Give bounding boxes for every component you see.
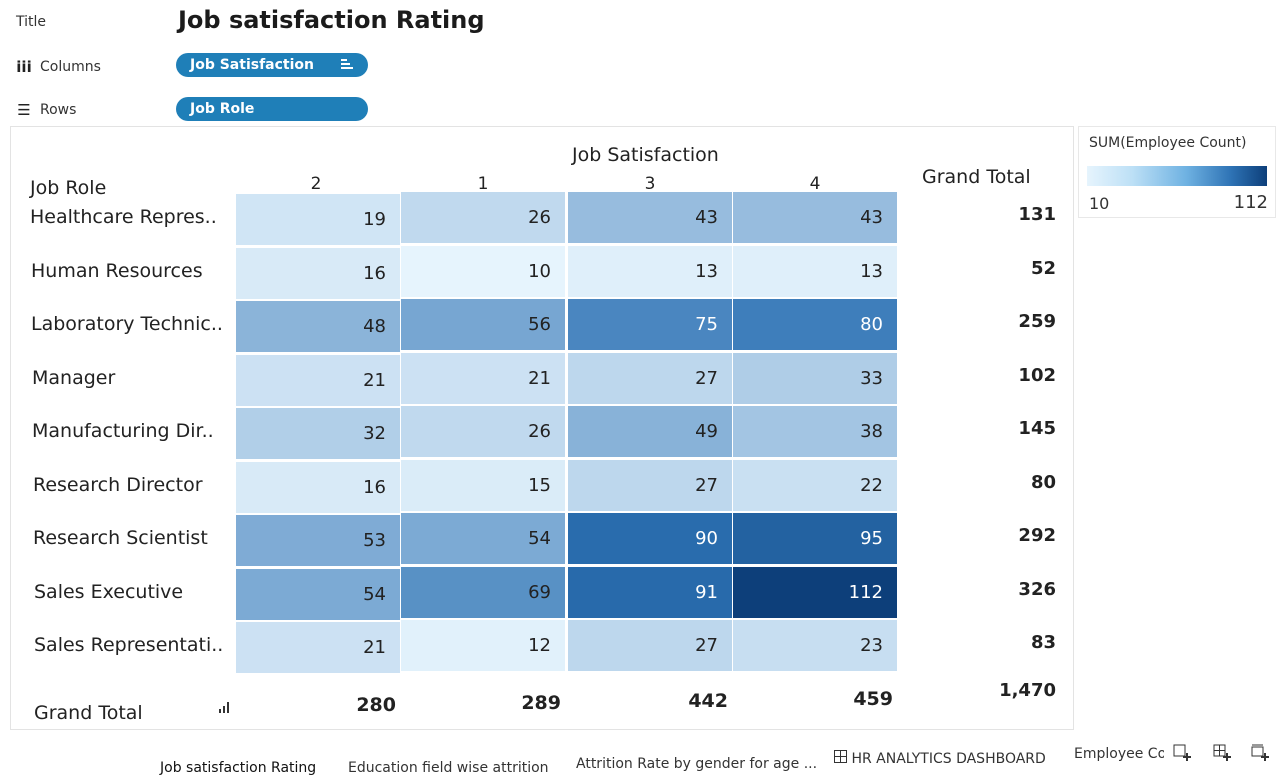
column-header-col-3[interactable]: 3 bbox=[644, 174, 656, 194]
row-header-title[interactable]: Job Role bbox=[30, 177, 107, 199]
heatmap-cell[interactable]: 75 bbox=[568, 299, 732, 350]
row-label[interactable]: Human Resources bbox=[31, 259, 203, 282]
row-label[interactable]: Manufacturing Dir.. bbox=[32, 420, 214, 442]
tab-hr-analytics-dashboard[interactable]: HR ANALYTICS DASHBOARD bbox=[834, 750, 1046, 767]
heatmap-cell[interactable]: 27 bbox=[568, 620, 732, 671]
heatmap-cell[interactable]: 16 bbox=[236, 461, 400, 513]
heatmap-cell[interactable]: 22 bbox=[733, 459, 897, 511]
heatmap-cell[interactable]: 69 bbox=[401, 566, 565, 618]
heatmap-cell[interactable]: 13 bbox=[733, 245, 897, 297]
heatmap-cell[interactable]: 54 bbox=[401, 513, 565, 564]
heatmap-cell[interactable]: 26 bbox=[401, 406, 565, 457]
heatmap-cell[interactable]: 43 bbox=[568, 192, 732, 243]
column-header-col-2[interactable]: 2 bbox=[310, 174, 322, 194]
heatmap-cell[interactable]: 21 bbox=[236, 622, 400, 673]
column-header-col-4[interactable]: 4 bbox=[809, 174, 821, 194]
heatmap-cell[interactable]: 27 bbox=[568, 459, 732, 511]
heatmap-cell[interactable]: 12 bbox=[401, 620, 565, 671]
column-grand-total: 289 bbox=[521, 692, 561, 714]
tab-job-satisfaction-rating[interactable]: Job satisfaction Rating bbox=[160, 760, 317, 776]
heatmap-cell[interactable]: 33 bbox=[733, 352, 897, 404]
heatmap-cell[interactable]: 19 bbox=[236, 194, 400, 245]
row-grand-total: 292 bbox=[1018, 525, 1056, 546]
new-story-icon[interactable] bbox=[1250, 742, 1270, 767]
grand-total-column-header: Grand Total bbox=[922, 166, 1031, 188]
sort-icon[interactable] bbox=[338, 56, 354, 76]
columns-pill[interactable]: Job Satisfaction bbox=[176, 53, 368, 77]
legend-title: SUM(Employee Count) bbox=[1089, 135, 1247, 151]
legend-gradient-bar bbox=[1087, 166, 1267, 186]
row-grand-total: 102 bbox=[1018, 364, 1056, 386]
heatmap-cell[interactable]: 27 bbox=[568, 352, 732, 404]
rows-pill[interactable]: Job Role bbox=[176, 97, 368, 121]
heatmap-cell[interactable]: 21 bbox=[401, 352, 565, 404]
row-grand-total: 80 bbox=[1030, 471, 1056, 493]
heatmap-cell[interactable]: 95 bbox=[733, 513, 897, 564]
new-worksheet-icon[interactable] bbox=[1172, 742, 1192, 767]
rows-shelf-label: ☰ Rows bbox=[17, 101, 77, 119]
heatmap-cell[interactable]: 43 bbox=[733, 192, 897, 243]
grand-total-row-label: Grand Total bbox=[34, 702, 143, 724]
grand-total-value: 1,470 bbox=[999, 680, 1056, 701]
heatmap-cell[interactable]: 49 bbox=[568, 406, 732, 457]
title-shelf-label: Title bbox=[16, 14, 47, 30]
heatmap-cell[interactable]: 48 bbox=[236, 301, 400, 352]
rows-icon: ☰ bbox=[17, 101, 31, 119]
sheet-title[interactable]: Job satisfaction Rating bbox=[178, 6, 485, 34]
heatmap-cell[interactable]: 16 bbox=[236, 247, 400, 299]
dashboard-icon bbox=[834, 750, 851, 767]
heatmap-cell[interactable]: 112 bbox=[733, 566, 897, 618]
tab-employee-count[interactable]: Employee Co bbox=[1074, 746, 1164, 762]
row-label[interactable]: Sales Executive bbox=[34, 580, 184, 603]
heatmap-cell[interactable]: 10 bbox=[401, 245, 565, 297]
new-dashboard-icon[interactable] bbox=[1212, 742, 1232, 767]
heatmap-cell[interactable]: 26 bbox=[401, 192, 565, 243]
heatmap-cell[interactable]: 23 bbox=[733, 620, 897, 671]
row-label[interactable]: Laboratory Technic.. bbox=[31, 313, 223, 335]
column-grand-total: 459 bbox=[853, 688, 893, 710]
heatmap-cell[interactable]: 15 bbox=[401, 459, 565, 511]
columns-shelf-label: iii Columns bbox=[16, 58, 101, 76]
row-label[interactable]: Manager bbox=[32, 366, 116, 389]
row-grand-total: 326 bbox=[1018, 578, 1056, 600]
sheet-tab-strip bbox=[0, 740, 1280, 778]
heatmap-cell[interactable]: 53 bbox=[236, 515, 400, 566]
column-header-col-1[interactable]: 1 bbox=[477, 174, 489, 194]
tab-education-field-wise-attrition[interactable]: Education field wise attrition bbox=[348, 760, 549, 776]
heatmap-cell[interactable]: 91 bbox=[568, 566, 732, 618]
column-header-title[interactable]: Job Satisfaction bbox=[572, 144, 719, 166]
row-label[interactable]: Research Director bbox=[33, 473, 203, 496]
legend-min-label: 10 bbox=[1089, 194, 1110, 213]
heatmap-cell[interactable]: 32 bbox=[236, 408, 400, 459]
heatmap-cell[interactable]: 21 bbox=[236, 354, 400, 406]
row-grand-total: 52 bbox=[1030, 257, 1056, 279]
sort-bars-icon[interactable] bbox=[218, 700, 230, 718]
heatmap-cell[interactable]: 56 bbox=[401, 299, 565, 350]
legend-max-label: 112 bbox=[1233, 192, 1268, 213]
heatmap-cell[interactable]: 38 bbox=[733, 406, 897, 457]
row-label[interactable]: Research Scientist bbox=[33, 527, 208, 549]
heatmap-cell[interactable]: 54 bbox=[236, 568, 400, 620]
columns-icon: iii bbox=[16, 58, 32, 76]
row-grand-total: 131 bbox=[1018, 204, 1056, 225]
row-label[interactable]: Sales Representati.. bbox=[34, 634, 224, 656]
column-grand-total: 280 bbox=[356, 694, 396, 716]
tab-attrition-rate-by-gender[interactable]: Attrition Rate by gender for age ... bbox=[576, 756, 818, 772]
row-label[interactable]: Healthcare Repres.. bbox=[30, 206, 217, 228]
row-grand-total: 145 bbox=[1018, 418, 1056, 439]
heatmap-cell[interactable]: 90 bbox=[568, 513, 732, 564]
row-grand-total: 83 bbox=[1030, 632, 1056, 653]
column-grand-total: 442 bbox=[688, 690, 728, 712]
heatmap-cell[interactable]: 80 bbox=[733, 299, 897, 350]
row-grand-total: 259 bbox=[1018, 311, 1056, 332]
heatmap-cell[interactable]: 13 bbox=[568, 245, 732, 297]
